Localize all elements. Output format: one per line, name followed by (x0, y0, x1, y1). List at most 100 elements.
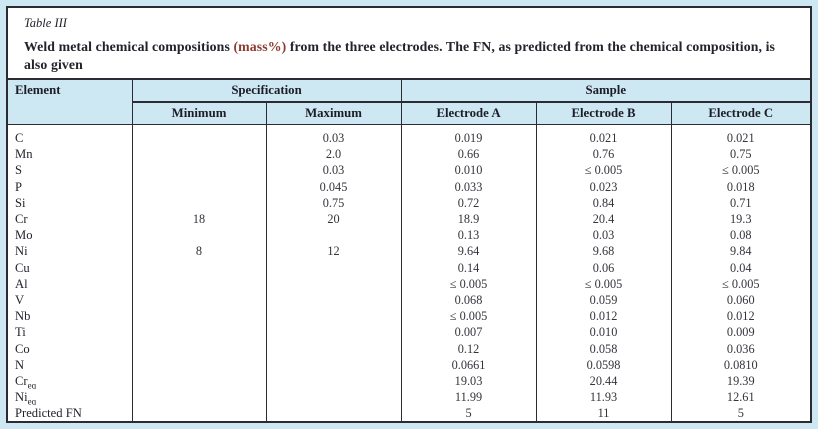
element-label: Nieq (15, 390, 37, 406)
table-row: Al ≤ 0.005 ≤ 0.005 ≤ 0.005 (8, 275, 810, 293)
electrode-a-value: 0.14 (400, 259, 537, 276)
element-label: Si (15, 195, 26, 210)
min-value (131, 373, 266, 390)
electrode-b-value: 0.76 (535, 146, 672, 163)
max-value: 0.75 (265, 194, 402, 212)
title-area: Table III Weld metal chemical compositio… (8, 8, 810, 78)
figure-panel: Table III Weld metal chemical compositio… (6, 6, 812, 423)
table-body: C 0.03 0.019 0.021 0.021 Mn 2.0 0.66 0.76 0.75 S 0.… (8, 124, 810, 421)
min-value (131, 324, 266, 341)
header-electrode-b: Electrode B (535, 101, 672, 125)
max-value (265, 292, 402, 309)
electrode-b-value: 0.06 (535, 259, 672, 276)
table-row: Nb ≤ 0.005 0.012 0.012 (8, 308, 810, 325)
table-row: Mn 2.0 0.66 0.76 0.75 (8, 146, 810, 163)
electrode-c-value: 0.0810 (670, 356, 810, 374)
max-value (265, 308, 402, 325)
electrode-c-value: 0.08 (670, 227, 810, 244)
max-value: 12 (265, 243, 402, 260)
electrode-b-value: 0.03 (535, 227, 672, 244)
electrode-a-value: 0.72 (400, 194, 537, 212)
max-value: 2.0 (265, 146, 402, 163)
max-value: 20 (265, 211, 402, 228)
max-value: 0.045 (265, 178, 402, 195)
table-header: Element Specification Sample Minimum Max… (8, 78, 810, 125)
table-row: Cr 18 20 18.9 20.4 19.3 (8, 211, 810, 228)
header-specification: Specification (131, 78, 402, 103)
element-label: Mn (15, 147, 33, 162)
table-row: Ni 8 12 9.64 9.68 9.84 (8, 243, 810, 260)
min-value (131, 162, 266, 179)
header-element: Element (8, 78, 132, 125)
electrode-b-value: 0.058 (535, 340, 672, 357)
min-value (131, 405, 266, 421)
electrode-b-value: 0.021 (535, 124, 672, 147)
title-mass-percent: (mass%) (233, 39, 287, 54)
table-row: P 0.045 0.033 0.023 0.018 (8, 178, 810, 195)
min-value (131, 146, 266, 163)
min-value (131, 389, 266, 406)
table-row: V 0.068 0.059 0.060 (8, 292, 810, 309)
min-value (131, 356, 266, 374)
element-label: Nb (15, 309, 31, 324)
electrode-a-value: 11.99 (400, 389, 537, 406)
electrode-b-value: 0.84 (535, 194, 672, 212)
max-value (265, 356, 402, 374)
electrode-b-value: 9.68 (535, 243, 672, 260)
max-value: 0.03 (265, 124, 402, 147)
electrode-a-value: 9.64 (400, 243, 537, 260)
electrode-c-value: 0.71 (670, 194, 810, 212)
header-row-columns: Minimum Maximum Electrode A Electrode B … (8, 101, 810, 125)
table-row: Si 0.75 0.72 0.84 0.71 (8, 194, 810, 212)
electrode-a-value: 0.010 (400, 162, 537, 179)
table-row: S 0.03 0.010 ≤ 0.005 ≤ 0.005 (8, 162, 810, 179)
table-caption-label: Table III (24, 16, 67, 30)
electrode-a-value: 0.033 (400, 178, 537, 195)
element-label: V (15, 293, 25, 308)
element-label: P (15, 179, 23, 194)
element-label: Cu (15, 260, 30, 275)
max-value (265, 275, 402, 293)
element-label: Ni (15, 244, 28, 259)
electrode-c-value: 19.39 (670, 373, 810, 390)
electrode-b-value: 0.0598 (535, 356, 672, 374)
electrode-c-value: 0.75 (670, 146, 810, 163)
electrode-b-value: 0.010 (535, 324, 672, 341)
electrode-a-value: 0.007 (400, 324, 537, 341)
element-label: S (15, 163, 23, 178)
min-value (131, 292, 266, 309)
electrode-c-value: 0.012 (670, 308, 810, 325)
electrode-a-value: 0.66 (400, 146, 537, 163)
electrode-a-value: 0.13 (400, 227, 537, 244)
min-value (131, 194, 266, 212)
table-row: Co 0.12 0.058 0.036 (8, 340, 810, 357)
electrode-a-value: 5 (400, 405, 537, 421)
compositions-table: Element Specification Sample Minimum Max… (8, 78, 810, 421)
min-value: 8 (131, 243, 266, 260)
electrode-c-value: 0.009 (670, 324, 810, 341)
electrode-c-value: ≤ 0.005 (670, 275, 810, 293)
electrode-c-value: 19.3 (670, 211, 810, 228)
max-value (265, 340, 402, 357)
min-value (131, 275, 266, 293)
electrode-a-value: ≤ 0.005 (400, 275, 537, 293)
table-title: Weld metal chemical compositions (mass%)… (24, 38, 794, 73)
min-value (131, 178, 266, 195)
min-value (131, 259, 266, 276)
max-value (265, 405, 402, 421)
electrode-b-value: 0.012 (535, 308, 672, 325)
min-value: 18 (131, 211, 266, 228)
electrode-a-value: 0.12 (400, 340, 537, 357)
electrode-a-value: 0.019 (400, 124, 537, 147)
electrode-c-value: 0.060 (670, 292, 810, 309)
element-label: Co (15, 341, 30, 356)
electrode-b-value: 20.44 (535, 373, 672, 390)
electrode-a-value: 18.9 (400, 211, 537, 228)
header-minimum: Minimum (131, 101, 266, 125)
table-row: Cu 0.14 0.06 0.04 (8, 259, 810, 276)
header-electrode-a: Electrode A (400, 101, 537, 125)
min-value (131, 308, 266, 325)
table-row: N 0.0661 0.0598 0.0810 (8, 356, 810, 374)
max-value (265, 389, 402, 406)
electrode-a-value: 0.0661 (400, 356, 537, 374)
